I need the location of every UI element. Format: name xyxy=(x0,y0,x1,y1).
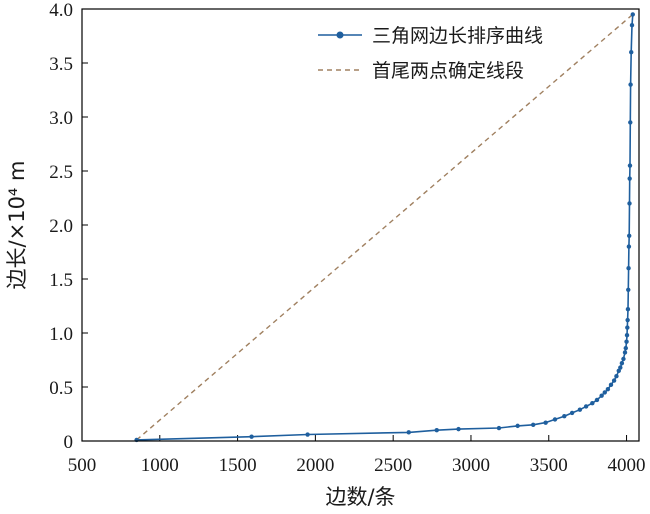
series-curve-point xyxy=(626,266,631,271)
series-curve-point xyxy=(618,365,623,370)
legend-curve-label: 三角网边长排序曲线 xyxy=(372,25,543,47)
x-tick-label: 1500 xyxy=(219,455,257,476)
series-curve-point xyxy=(628,120,633,125)
y-tick-label: 3.0 xyxy=(49,108,73,129)
y-axis-label: 边长/×10⁴ m xyxy=(5,161,29,290)
series-chord-line xyxy=(136,13,634,441)
series-curve-point xyxy=(602,390,607,395)
x-tick-label: 2500 xyxy=(374,455,412,476)
series-curve-point xyxy=(626,244,632,249)
series-curve-point xyxy=(614,374,619,379)
series-curve-point xyxy=(249,434,254,439)
y-tick-label: 3.5 xyxy=(49,54,73,75)
series-curve-point xyxy=(625,317,630,323)
series-curve-point xyxy=(605,386,611,392)
series-curve-point xyxy=(626,287,631,292)
plot-frame xyxy=(81,8,640,442)
axis-ticks: 500 1000 1500 2000 2500 3000 3500 4000 0 0.5 1.0 1.… xyxy=(49,0,645,476)
series-curve-point xyxy=(590,401,595,406)
series-curve-point xyxy=(305,432,310,437)
legend-chord-label: 首尾两点确定线段 xyxy=(372,60,524,82)
y-tick-label: 0 xyxy=(64,432,74,453)
y-tick-label: 4.0 xyxy=(49,0,73,21)
series-layer xyxy=(134,12,635,443)
series-curve-point xyxy=(624,332,630,338)
legend-curve-marker xyxy=(336,31,344,39)
series-curve-point xyxy=(619,361,625,366)
x-tick-label: 3000 xyxy=(452,455,490,476)
y-tick-label: 2.5 xyxy=(49,162,73,183)
series-curve-point xyxy=(583,404,589,409)
x-tick-label: 500 xyxy=(68,455,97,476)
series-curve-point xyxy=(622,350,628,355)
series-curve-point xyxy=(625,325,630,330)
series-curve-point xyxy=(569,410,575,416)
y-tick-label: 0.5 xyxy=(49,378,73,399)
legend: 三角网边长排序曲线 首尾两点确定线段 xyxy=(318,25,543,82)
series-curve-point xyxy=(627,163,633,168)
y-tick-label: 1.5 xyxy=(49,270,73,291)
series-curve-point xyxy=(628,82,633,87)
series-curve-point xyxy=(608,382,614,388)
series-curve-point xyxy=(543,420,548,425)
series-curve-point xyxy=(562,413,567,419)
series-curve-point xyxy=(406,430,411,435)
series-curve-point xyxy=(624,339,629,344)
series-curve-point xyxy=(515,423,520,429)
series-curve-point xyxy=(627,176,632,181)
series-curve-point xyxy=(629,23,635,28)
series-curve-point xyxy=(552,417,558,422)
series-curve-point xyxy=(577,407,583,412)
x-axis-label: 边数/条 xyxy=(325,485,395,509)
series-curve-point xyxy=(531,422,536,427)
x-tick-label: 4000 xyxy=(608,455,646,476)
series-curve-point xyxy=(599,393,604,398)
series-curve-point xyxy=(456,426,461,432)
x-tick-label: 1000 xyxy=(141,455,179,476)
series-curve-point xyxy=(625,307,631,312)
series-curve-point xyxy=(629,50,634,55)
series-curve-point xyxy=(623,345,628,351)
series-curve-line xyxy=(136,14,634,441)
series-curve-point xyxy=(611,378,617,383)
series-curve-point xyxy=(626,233,632,238)
chart-area: 500 1000 1500 2000 2500 3000 3500 4000 0 0.5 1.0 1.… xyxy=(49,0,645,476)
y-tick-label: 1.0 xyxy=(49,324,73,345)
series-curve-point xyxy=(434,428,439,433)
series-curve-point xyxy=(630,12,635,17)
x-tick-label: 2000 xyxy=(296,455,334,476)
series-curve-point xyxy=(496,425,502,431)
series-curve-point xyxy=(594,397,600,403)
series-curve-point xyxy=(627,201,632,206)
series-curve-point xyxy=(621,356,626,362)
y-tick-label: 2.0 xyxy=(49,216,73,237)
x-tick-label: 3500 xyxy=(530,455,568,476)
